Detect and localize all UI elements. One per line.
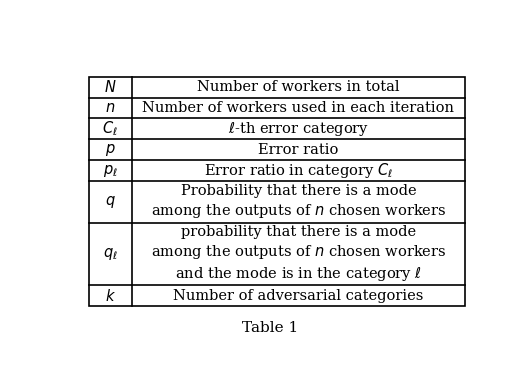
- Text: Probability that there is a mode
among the outputs of $n$ chosen workers: Probability that there is a mode among t…: [150, 184, 446, 220]
- Text: $q_\ell$: $q_\ell$: [103, 246, 118, 262]
- Text: $\ell$-th error category: $\ell$-th error category: [228, 120, 369, 138]
- Text: $p_\ell$: $p_\ell$: [102, 163, 118, 178]
- Text: Number of workers in total: Number of workers in total: [197, 80, 400, 94]
- Text: $k$: $k$: [105, 288, 116, 304]
- Bar: [89, 77, 465, 306]
- Text: probability that there is a mode
among the outputs of $n$ chosen workers
and the: probability that there is a mode among t…: [150, 225, 446, 283]
- Text: Number of workers used in each iteration: Number of workers used in each iteration: [143, 101, 455, 115]
- Text: Error ratio in category $C_\ell$: Error ratio in category $C_\ell$: [204, 161, 393, 180]
- Text: $C_\ell$: $C_\ell$: [102, 120, 118, 138]
- Text: Number of adversarial categories: Number of adversarial categories: [173, 289, 423, 303]
- Text: Table 1: Table 1: [242, 320, 299, 335]
- Text: Error ratio: Error ratio: [258, 143, 338, 157]
- Text: $n$: $n$: [105, 101, 115, 115]
- Text: $p$: $p$: [105, 142, 116, 158]
- Text: $N$: $N$: [104, 79, 117, 95]
- Text: $q$: $q$: [105, 194, 116, 210]
